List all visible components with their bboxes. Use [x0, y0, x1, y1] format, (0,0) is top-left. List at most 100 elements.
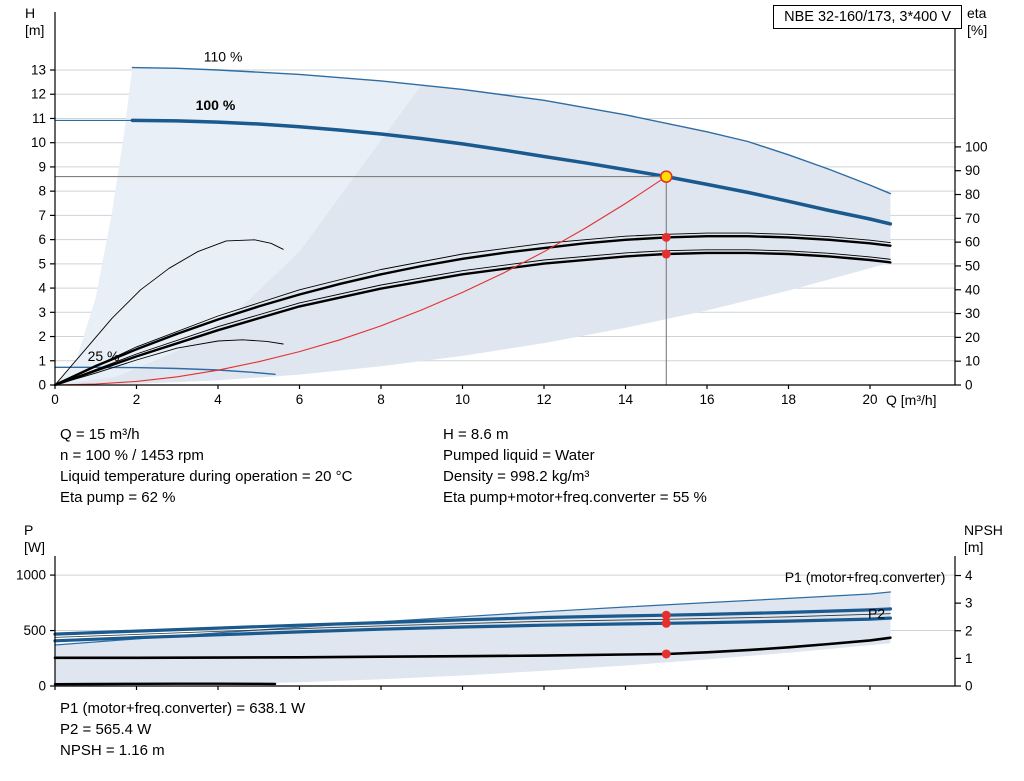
left-axis-tick-label: 7: [38, 208, 46, 223]
left-axis-tick-label: 500: [23, 623, 46, 638]
eta-axis-corner-label: eta [%]: [967, 5, 987, 39]
speed-curve-100pct: [130, 118, 893, 226]
left-axis-tick-label: 6: [38, 232, 46, 247]
left-axis-tick-label: 8: [38, 184, 46, 199]
x-axis-tick-label: 18: [781, 392, 796, 407]
left-axis-tick-label: 0: [38, 378, 46, 393]
x-axis-tick-label: 4: [214, 392, 222, 407]
eta-total-band-edge: [54, 249, 891, 386]
curve-label: P2: [868, 605, 885, 621]
power-curve-25pct: [53, 682, 277, 686]
x-axis-tick-label: 8: [377, 392, 385, 407]
left-axis-tick-label: 12: [31, 87, 46, 102]
p1-duty-point: [661, 610, 671, 620]
p2-curve: [53, 616, 892, 643]
left-axis-tick-label: 9: [38, 159, 46, 174]
x-axis-tick-label: 10: [455, 392, 470, 407]
left-axis-tick-label: 0: [38, 679, 46, 694]
npsh-axis-corner-label: NPSH [m]: [964, 522, 1003, 556]
left-axis-tick-label: 5: [38, 256, 46, 271]
left-axis-tick-label: 13: [31, 63, 46, 78]
right-axis-tick-label: 20: [965, 330, 980, 345]
speed-curve-110pct: [131, 66, 892, 195]
left-axis-tick-label: 2: [38, 329, 46, 344]
left-axis-tick-label: 11: [32, 111, 46, 126]
eta-total-duty-point: [661, 249, 671, 259]
h-axis-unit: [m]: [25, 22, 45, 38]
curve-label: 110 %: [204, 49, 243, 65]
pump-title-box: NBE 32-160/173, 3*400 V: [773, 5, 962, 29]
right-axis-tick-label: 2: [965, 623, 973, 638]
right-axis-tick-label: 1: [965, 651, 973, 666]
right-axis-tick-label: 3: [965, 596, 973, 611]
p2-duty-point: [661, 618, 671, 628]
x-axis-tick-label: 6: [296, 392, 304, 407]
npsh-curve: [53, 636, 892, 660]
eta-pump-band-edge: [54, 232, 891, 386]
duty-point: [659, 170, 673, 183]
x-axis-tick-label: 20: [862, 392, 877, 407]
right-axis-tick-label: 0: [965, 378, 973, 393]
curve-label: P1 (motor+freq.converter): [785, 569, 946, 585]
info-line-speed: n = 100 % / 1453 rpm: [60, 447, 204, 464]
x-axis-tick-label: 16: [699, 392, 714, 407]
eta-axis-unit: [%]: [967, 22, 988, 38]
eta-total-curve: [53, 251, 892, 387]
right-axis-tick-label: 100: [965, 139, 988, 154]
npsh-axis-letter: NPSH: [964, 522, 1003, 538]
info-line-eta-pump: Eta pump = 62 %: [60, 489, 176, 506]
right-axis-tick-label: 90: [965, 163, 980, 178]
x-axis-tick-label: 12: [536, 392, 551, 407]
duty-info-left-column: Q = 15 m³/h n = 100 % / 1453 rpm Liquid …: [60, 424, 352, 508]
npsh-duty-point: [661, 649, 671, 659]
info-line-density: Density = 998.2 kg/m³: [443, 468, 590, 485]
left-axis-tick-label: 1: [38, 353, 46, 368]
left-axis-tick-label: 1000: [16, 568, 46, 583]
right-axis-tick-label: 50: [965, 258, 980, 273]
q-axis-label: Q [m³/h]: [886, 392, 937, 408]
control-curve: [54, 176, 667, 386]
eta-axis-letter: eta: [967, 5, 987, 21]
right-axis-tick-label: 80: [965, 187, 980, 202]
p-axis-letter: P: [24, 522, 34, 538]
right-axis-tick-label: 60: [965, 235, 980, 250]
info-line-npsh: NPSH = 1.16 m: [60, 742, 165, 759]
eta-total-curve-25pct: [54, 339, 284, 386]
info-line-eta-total: Eta pump+motor+freq.converter = 55 %: [443, 489, 707, 506]
left-axis-tick-label: 4: [38, 281, 46, 296]
left-axis-tick-label: 10: [31, 135, 46, 150]
eta-pump-duty-point: [661, 232, 671, 242]
right-axis-tick-label: 0: [965, 679, 973, 694]
upper-envelope-highlight: [55, 67, 422, 385]
power-band: [55, 592, 891, 686]
info-line-q: Q = 15 m³/h: [60, 426, 140, 443]
x-axis-tick-label: 2: [133, 392, 141, 407]
x-axis-tick-label: 14: [618, 392, 634, 407]
right-axis-tick-label: 40: [965, 282, 980, 297]
info-line-p2: P2 = 565.4 W: [60, 721, 152, 738]
p-band-inner-edge: [54, 613, 891, 638]
p-axis-unit: [W]: [24, 539, 45, 555]
p1-curve: [53, 607, 892, 636]
right-axis-tick-label: 10: [965, 354, 980, 369]
duty-info-right-column: H = 8.6 m Pumped liquid = Water Density …: [443, 424, 707, 508]
info-line-p1: P1 (motor+freq.converter) = 638.1 W: [60, 700, 306, 717]
x-axis-tick-label: 0: [51, 392, 59, 407]
eta-pump-curve-25pct: [54, 239, 284, 386]
h-axis-corner-label: H [m]: [25, 5, 44, 39]
right-axis-tick-label: 4: [965, 568, 973, 583]
power-info-block: P1 (motor+freq.converter) = 638.1 W P2 =…: [60, 698, 305, 761]
eta-pump-curve: [53, 235, 892, 387]
h-axis-letter: H: [25, 5, 36, 21]
left-axis-tick-label: 3: [38, 305, 46, 320]
npsh-axis-unit: [m]: [964, 539, 984, 555]
right-axis-tick-label: 70: [965, 211, 980, 226]
info-line-head: H = 8.6 m: [443, 426, 509, 443]
curve-label: 25 %: [88, 348, 120, 364]
right-axis-tick-label: 30: [965, 306, 980, 321]
info-line-pumped-liquid: Pumped liquid = Water: [443, 447, 595, 464]
info-line-liquid-temp: Liquid temperature during operation = 20…: [60, 468, 353, 485]
p-axis-corner-label: P [W]: [24, 522, 45, 556]
